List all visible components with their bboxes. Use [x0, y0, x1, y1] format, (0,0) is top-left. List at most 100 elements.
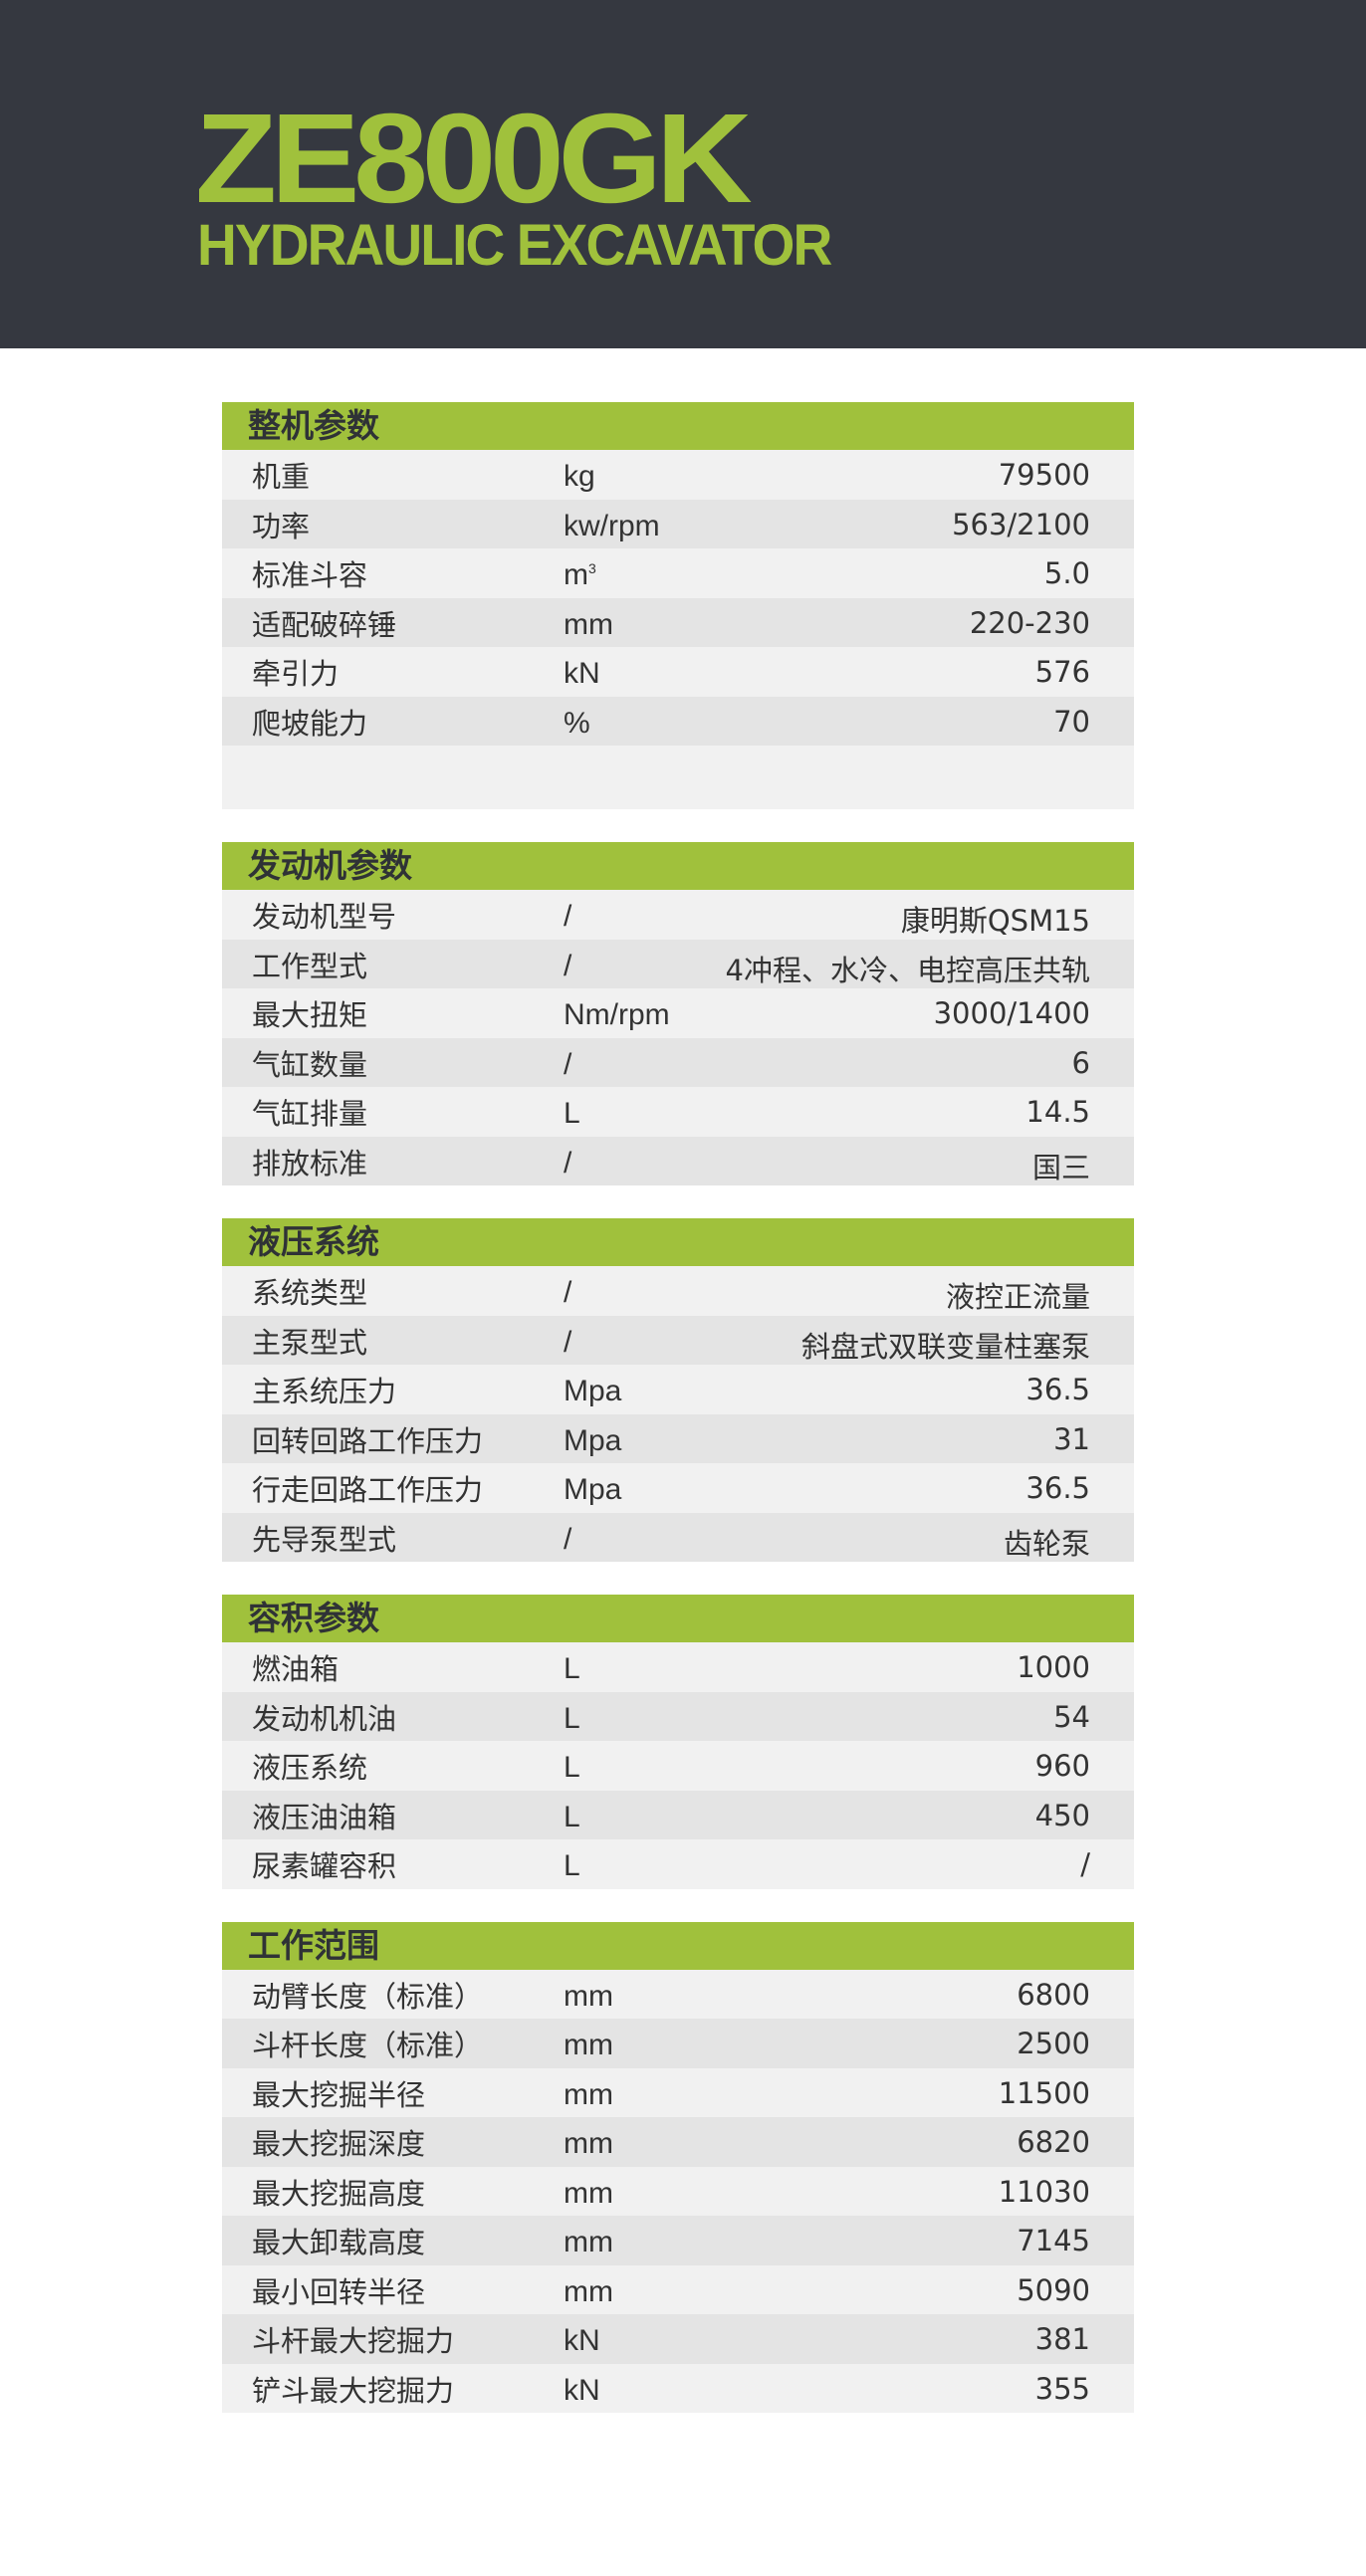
- spec-value: 6: [1071, 1045, 1090, 1080]
- spec-unit: mm: [564, 1980, 613, 2014]
- spec-unit: Mpa: [564, 1473, 621, 1507]
- spec-unit-text: /: [564, 949, 572, 982]
- spec-unit-text: /: [564, 1522, 572, 1556]
- section-title: 发动机参数: [222, 842, 1134, 890]
- spec-row: 液压油油箱 L 450: [222, 1790, 1134, 1839]
- spec-unit: mm: [564, 2177, 613, 2211]
- spec-row: 主系统压力 Mpa 36.5: [222, 1365, 1134, 1414]
- spec-unit: /: [564, 1147, 571, 1181]
- spec-row: 最大挖掘半径 mm 11500: [222, 2067, 1134, 2117]
- spec-unit: mm: [564, 2029, 613, 2062]
- section-title: 整机参数: [222, 402, 1134, 450]
- spec-label: 最大挖掘高度: [252, 2176, 426, 2211]
- spec-unit: mm: [564, 2226, 613, 2259]
- spec-value: 3000/1400: [933, 996, 1090, 1030]
- spec-unit-text: L: [564, 1652, 580, 1685]
- spec-value: 5.0: [1043, 556, 1090, 590]
- section-title: 容积参数: [222, 1595, 1134, 1642]
- header-banner: ZE800GK HYDRAULIC EXCAVATOR: [0, 0, 1366, 348]
- spec-row: 发动机型号 / 康明斯QSM15: [222, 890, 1134, 940]
- spec-label: 适配破碎锤: [252, 607, 397, 642]
- spec-label: 尿素罐容积: [252, 1849, 397, 1883]
- blank-row: [222, 746, 1134, 809]
- spec-value: 6820: [1017, 2125, 1090, 2159]
- spec-unit-text: L: [564, 1751, 580, 1784]
- spec-tables: 整机参数 机重 kg 79500 功率 kw/rpm 563/2100 标准斗容 m3 5.0 适配…: [222, 402, 1134, 2446]
- spec-value: 7145: [1017, 2224, 1090, 2257]
- spec-unit: kw/rpm: [564, 510, 660, 543]
- spec-label: 铲斗最大挖掘力: [252, 2373, 455, 2408]
- spec-unit-text: L: [564, 1800, 580, 1833]
- spec-label: 行走回路工作压力: [252, 1473, 484, 1507]
- spec-unit-text: Mpa: [564, 1423, 622, 1457]
- spec-unit-text: /: [564, 1047, 572, 1081]
- spec-row: 铲斗最大挖掘力 kN 355: [222, 2363, 1134, 2413]
- spec-label: 先导泵型式: [252, 1522, 397, 1557]
- spec-label: 气缸排量: [252, 1097, 368, 1131]
- spec-unit: Mpa: [564, 1375, 621, 1408]
- spec-value: 563/2100: [952, 507, 1090, 541]
- spec-unit: kN: [564, 2324, 600, 2358]
- spec-row: 爬坡能力% 70: [222, 696, 1134, 746]
- spec-value: 220-230: [969, 605, 1090, 640]
- spec-row: 回转回路工作压力 Mpa 31: [222, 1413, 1134, 1463]
- spec-unit-text: m: [564, 558, 588, 591]
- spec-value: 36.5: [1025, 1373, 1090, 1406]
- spec-section: 发动机参数 发动机型号 / 康明斯QSM15 工作型式 / 4冲程、水冷、电控高压共轨 最大扭…: [222, 842, 1134, 1185]
- spec-row: 动臂长度（标准） mm 6800: [222, 1969, 1134, 2019]
- spec-value: 斜盘式双联变量柱塞泵: [800, 1329, 1090, 1364]
- spec-unit: Mpa: [564, 1424, 621, 1458]
- spec-value: 5090: [1017, 2272, 1090, 2307]
- spec-label: 牵引力: [252, 657, 340, 691]
- spec-value: 79500: [998, 458, 1090, 492]
- spec-row: 最大挖掘高度 mm 11030: [222, 2166, 1134, 2216]
- product-subtitle: HYDRAULIC EXCAVATOR: [197, 213, 832, 278]
- spec-label: 最大扭矩: [252, 998, 368, 1032]
- spec-label: 最大卸载高度: [252, 2226, 426, 2259]
- spec-row: 气缸数量 / 6: [222, 1037, 1134, 1087]
- spec-unit: mm: [564, 2078, 613, 2112]
- spec-label: 主系统压力: [252, 1375, 397, 1408]
- spec-label: 机重: [252, 460, 311, 494]
- spec-label: 斗杆最大挖掘力: [252, 2324, 455, 2358]
- spec-unit: L: [564, 1801, 580, 1834]
- spec-unit-text: Nm/rpm: [564, 998, 670, 1031]
- spec-unit: /: [564, 900, 571, 934]
- spec-label: 排放标准: [252, 1146, 368, 1181]
- spec-label: 发动机型号: [252, 900, 397, 934]
- spec-unit-text: kw/rpm: [564, 509, 660, 542]
- spec-row: 气缸排量 L 14.5: [222, 1087, 1134, 1137]
- spec-row: 尿素罐容积 L /: [222, 1839, 1134, 1889]
- spec-unit-text: mm: [564, 2226, 613, 2258]
- spec-unit: L: [564, 1702, 580, 1736]
- spec-label: 最大挖掘半径: [252, 2077, 426, 2112]
- spec-row: 最大挖掘深度 mm 6820: [222, 2117, 1134, 2167]
- spec-unit: /: [564, 1326, 571, 1360]
- spec-label: 回转回路工作压力: [252, 1423, 484, 1458]
- spec-value: 康明斯QSM15: [900, 904, 1090, 938]
- spec-unit-text: Mpa: [564, 1473, 622, 1506]
- spec-unit: L: [564, 1849, 580, 1883]
- model-title: ZE800GK: [195, 88, 753, 230]
- spec-unit-text: L: [564, 1097, 580, 1130]
- spec-row: 行走回路工作压力 Mpa 36.5: [222, 1463, 1134, 1513]
- spec-unit: /: [564, 950, 571, 983]
- spec-value: 31: [1053, 1421, 1090, 1456]
- spec-row: 主泵型式 / 斜盘式双联变量柱塞泵: [222, 1315, 1134, 1365]
- spec-row: 先导泵型式 / 齿轮泵: [222, 1512, 1134, 1562]
- spec-value: 国三: [1031, 1150, 1090, 1184]
- section-title: 工作范围: [222, 1921, 1134, 1970]
- spec-unit: Nm/rpm: [564, 998, 670, 1032]
- spec-unit: L: [564, 1652, 580, 1686]
- spec-row: 斗杆最大挖掘力 kN 381: [222, 2314, 1134, 2364]
- spec-value: 6800: [1017, 1977, 1090, 2012]
- spec-value: 1000: [1017, 1650, 1090, 1684]
- spec-label: 功率: [252, 509, 311, 543]
- spec-label: 主泵型式: [252, 1325, 368, 1360]
- spec-value: 14.5: [1025, 1095, 1090, 1129]
- spec-label: 气缸数量: [252, 1047, 368, 1082]
- spec-unit-text: L: [564, 1701, 580, 1735]
- spec-label: 动臂长度（标准）: [252, 1979, 484, 2014]
- spec-value: 70: [1053, 704, 1090, 739]
- spec-value: 576: [1034, 655, 1090, 689]
